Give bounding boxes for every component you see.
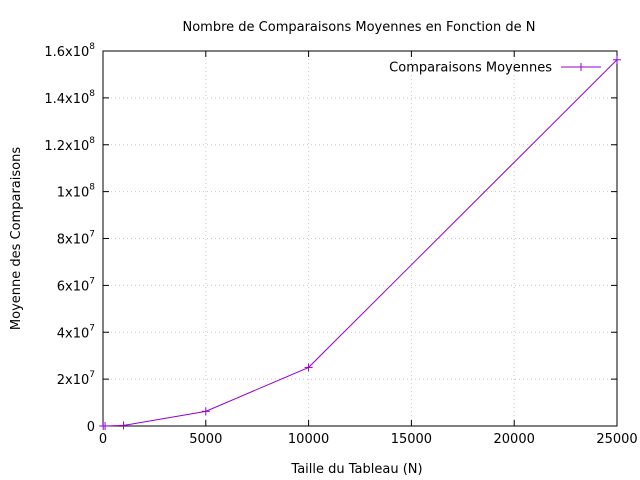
data-point-marker	[613, 55, 621, 64]
y-tick-exponent: 8	[89, 42, 95, 52]
data-point-marker	[101, 421, 110, 430]
data-point-marker	[304, 363, 313, 372]
legend-label: Comparaisons Moyennes	[389, 61, 552, 76]
y-axis-label: Moyenne des Comparaisons	[9, 147, 24, 330]
grid-layer	[103, 51, 617, 426]
y-tick-exponent: 7	[89, 276, 95, 286]
y-tick-mantissa: 2x10	[57, 373, 90, 388]
y-tick-exponent: 7	[89, 370, 95, 380]
y-tick-mantissa: 0	[87, 420, 95, 435]
y-tick-label: 6x107	[57, 276, 95, 294]
y-tick-label: 1x108	[57, 183, 96, 201]
data-point-marker	[201, 407, 210, 416]
y-tick-label: 2x107	[57, 370, 95, 388]
y-tick-mantissa: 1.6x10	[44, 45, 89, 60]
x-tick-label: 20000	[494, 432, 535, 447]
y-tick-mantissa: 8x10	[57, 233, 90, 248]
y-tick-label: 4x107	[57, 323, 95, 341]
y-tick-mantissa: 1.2x10	[44, 139, 89, 154]
y-tick-label: 1.4x108	[44, 89, 95, 107]
x-tick-label: 15000	[391, 432, 432, 447]
x-axis-label: Taille du Tableau (N)	[290, 462, 422, 477]
y-tick-label: 8x107	[57, 230, 95, 248]
y-tick-mantissa: 1.4x10	[44, 92, 89, 107]
legend-marker	[577, 63, 585, 71]
y-tick-mantissa: 6x10	[57, 279, 90, 294]
series-line	[103, 59, 618, 427]
x-tick-label: 25000	[596, 432, 637, 447]
legend: Comparaisons Moyennes	[389, 61, 601, 76]
y-tick-exponent: 7	[89, 230, 95, 240]
y-tick-exponent: 8	[89, 136, 95, 146]
x-tick-label: 5000	[189, 432, 222, 447]
y-tick-mantissa: 4x10	[57, 326, 90, 341]
x-tick-label: 0	[99, 432, 107, 447]
tick-layer: 0 5000 10000 15000 20000 2500002x1074x1076x10…	[44, 42, 637, 447]
y-tick-label: 0	[87, 420, 95, 435]
y-tick-label: 1.2x108	[44, 136, 95, 154]
y-tick-label: 1.6x108	[44, 42, 95, 60]
x-tick-label: 10000	[288, 432, 329, 447]
y-tick-mantissa: 1x10	[57, 186, 90, 201]
legend-plus-marker	[577, 63, 585, 71]
data-point-marker	[119, 421, 128, 430]
y-tick-exponent: 8	[89, 183, 95, 193]
y-tick-exponent: 7	[89, 323, 95, 333]
y-tick-exponent: 8	[89, 89, 95, 99]
chart-title: Nombre de Comparaisons Moyennes en Fonct…	[183, 20, 536, 35]
series-layer	[99, 55, 621, 430]
